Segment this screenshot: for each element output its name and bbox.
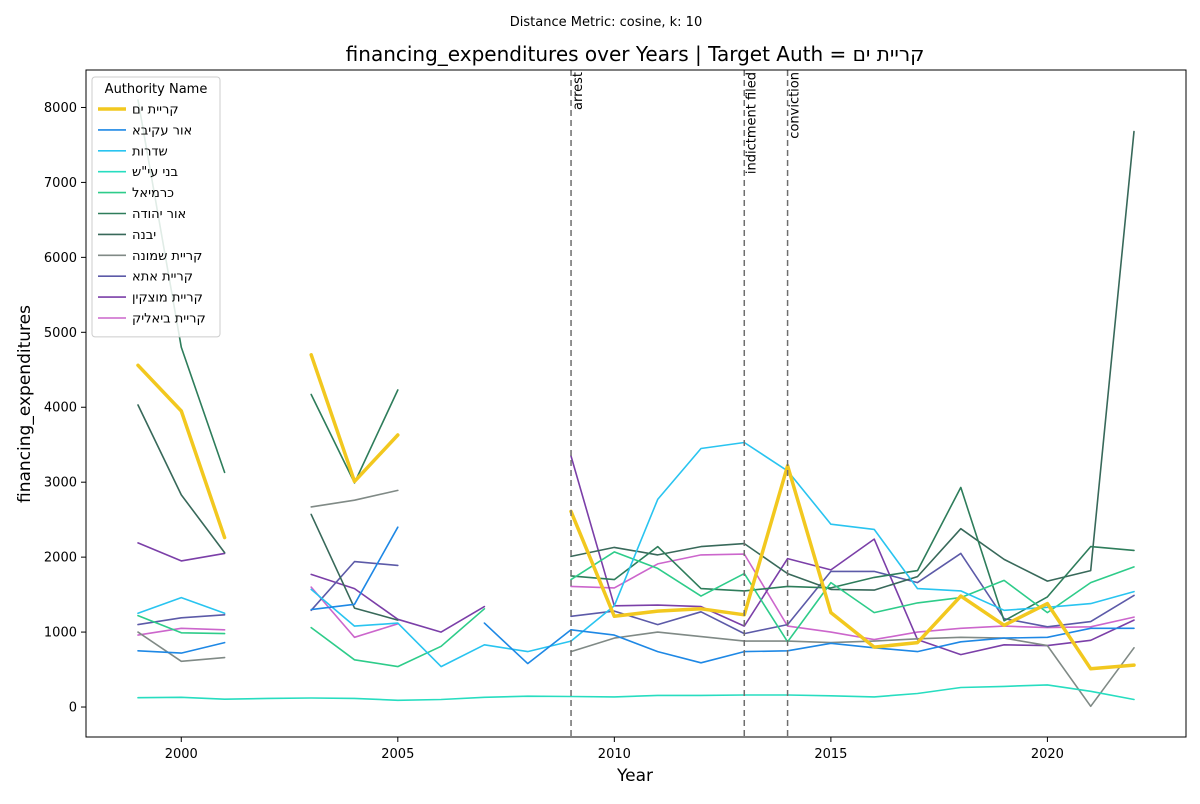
y-tick-label: 4000 — [44, 401, 77, 416]
legend-entry: קריית אתא — [132, 270, 193, 285]
legend-box — [91, 76, 221, 338]
plot-frame — [85, 69, 1187, 738]
series-line — [137, 526, 1135, 665]
y-tick-label: 6000 — [44, 251, 77, 266]
y-axis: 0 1000 2000 3000 4000 5000 6000 7000 8000 — [44, 101, 86, 716]
legend-entry: שדרות — [132, 144, 168, 159]
series-line — [137, 441, 1135, 668]
event-label: conviction — [788, 72, 803, 139]
y-tick-label: 7000 — [44, 176, 77, 191]
y-tick-label: 3000 — [44, 476, 77, 491]
y-tick-label: 1000 — [44, 626, 77, 641]
legend-entry: יבנה — [132, 228, 156, 243]
legend-entry: כרמיאל — [132, 186, 174, 201]
event-label: arrest — [571, 72, 586, 110]
legend-entry: אור יהודה — [132, 207, 186, 222]
y-tick-label: 5000 — [44, 326, 77, 341]
chart-title: financing_expenditures over Years | Targ… — [346, 42, 925, 66]
series-line — [137, 552, 1135, 635]
legend: Authority Name קריית ים אור עקיבא שדרות בני… — [91, 76, 221, 338]
series-line — [137, 130, 1135, 621]
event-label: indictment filed — [744, 72, 759, 174]
legend-entry: קריית ביאליק — [132, 312, 206, 327]
x-axis-label: Year — [616, 766, 653, 786]
series-line — [137, 489, 1135, 708]
series-line — [137, 553, 1135, 641]
legend-entry: אור עקיבא — [132, 123, 192, 138]
x-tick-label: 2010 — [598, 747, 631, 762]
legend-entry: קריית ים — [132, 103, 179, 118]
y-tick-label: 8000 — [44, 101, 77, 116]
chart-suptitle: Distance Metric: cosine, k: 10 — [510, 15, 702, 30]
series-line — [137, 99, 1135, 622]
series-line — [137, 684, 1135, 702]
series-line — [137, 455, 1135, 656]
plot-area: arrest indictment filed conviction — [136, 70, 1136, 737]
series-line — [136, 353, 1136, 671]
y-tick-label: 2000 — [44, 551, 77, 566]
legend-title: Authority Name — [105, 82, 208, 97]
x-tick-label: 2020 — [1031, 747, 1064, 762]
legend-entry: בני עי"ש — [132, 165, 178, 180]
x-tick-label: 2000 — [165, 747, 198, 762]
x-axis: 2000 2005 2010 2015 2020 — [165, 737, 1064, 762]
legend-entry: קריית שמונה — [132, 249, 202, 264]
x-tick-label: 2015 — [814, 747, 847, 762]
legend-entry: קריית מוצקין — [132, 291, 203, 306]
y-tick-label: 0 — [69, 701, 77, 716]
y-axis-label: financing_expenditures — [15, 305, 35, 503]
x-tick-label: 2005 — [381, 747, 414, 762]
